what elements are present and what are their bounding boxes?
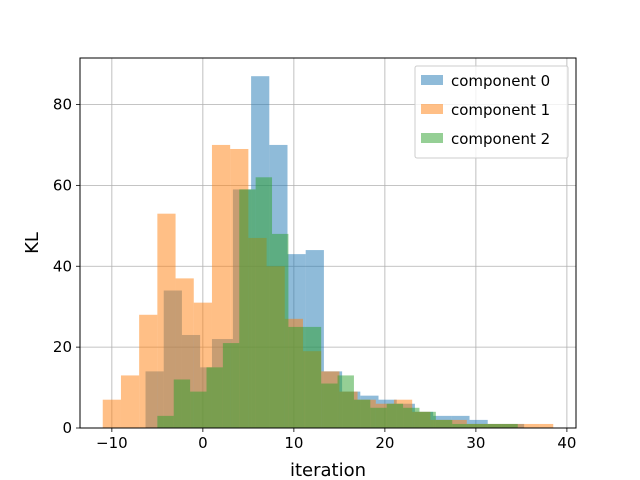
- plot-frame: [79, 57, 577, 429]
- histogram-bar: [206, 367, 223, 428]
- histogram-bar: [190, 391, 207, 428]
- legend-label: component 2: [451, 130, 550, 148]
- histogram-bar: [173, 379, 191, 428]
- legend: component 0 component 1 component 2: [414, 65, 569, 159]
- histogram-bar: [484, 423, 502, 428]
- y-tick-label: 60: [53, 176, 72, 194]
- legend-label: component 0: [451, 72, 550, 90]
- x-tick-label: −10: [96, 434, 128, 452]
- legend-swatch: [421, 104, 443, 114]
- histogram-bar: [452, 423, 469, 428]
- legend-box: [414, 65, 569, 159]
- histogram-bar: [403, 407, 420, 428]
- y-tick-label: 20: [53, 338, 72, 356]
- histogram-bar: [521, 423, 540, 428]
- histogram-bar: [386, 403, 404, 428]
- x-tick-label: 0: [198, 434, 208, 452]
- series-2-bars: [157, 177, 518, 428]
- x-tick-label: 30: [466, 434, 485, 452]
- legend-items: component 0 component 1 component 2: [421, 72, 550, 148]
- histogram-bar: [239, 189, 256, 428]
- x-tick-label: 40: [557, 434, 576, 452]
- histogram-bar: [157, 415, 174, 428]
- legend-label: component 1: [451, 101, 550, 119]
- histogram-bar: [321, 383, 338, 428]
- x-tick-label: 10: [284, 434, 303, 452]
- histogram-bar: [102, 399, 121, 428]
- histogram-bar: [120, 375, 140, 428]
- histogram-bar: [255, 177, 273, 428]
- legend-swatch: [421, 75, 443, 85]
- bars-group: [102, 76, 554, 429]
- legend-swatch: [421, 133, 443, 143]
- histogram-bar: [419, 411, 436, 428]
- histogram-bar: [435, 419, 453, 428]
- y-tick-label: 0: [62, 419, 72, 437]
- histogram-bar: [157, 213, 176, 428]
- histogram-bar: [468, 423, 485, 428]
- histogram-bar: [139, 314, 158, 428]
- x-tick-label: 20: [375, 434, 394, 452]
- histogram-bar: [337, 375, 354, 428]
- histogram-bar: [370, 407, 387, 428]
- histogram-bar: [539, 423, 554, 428]
- histogram-bar: [501, 423, 518, 428]
- y-tick-label: 40: [53, 257, 72, 275]
- histogram-bar: [304, 326, 322, 428]
- tick-group: −10 0 10 20 30 40 0 20 40 60 80: [53, 96, 577, 452]
- histogram-bar: [272, 233, 289, 428]
- histogram-bar: [353, 399, 371, 428]
- y-tick-label: 80: [53, 96, 72, 114]
- y-axis-label: KL: [22, 232, 43, 254]
- histogram-bar: [288, 326, 305, 428]
- x-axis-label: iteration: [290, 460, 366, 480]
- histogram-bar: [222, 343, 240, 428]
